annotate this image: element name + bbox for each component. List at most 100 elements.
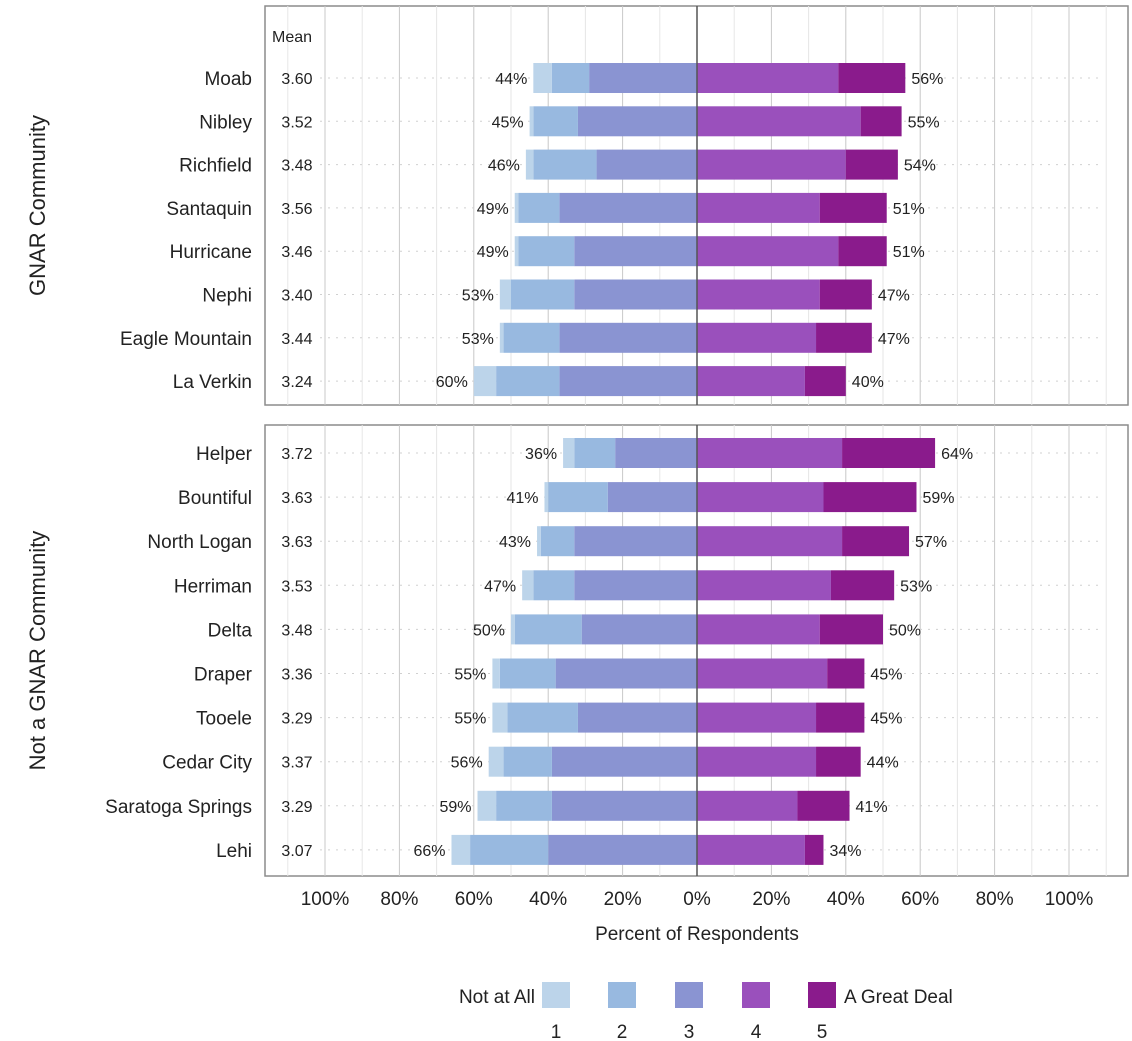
positive-percent-label: 54% bbox=[904, 158, 936, 175]
category-label: Moab bbox=[204, 69, 252, 90]
negative-percent-label: 41% bbox=[506, 490, 538, 507]
bar-segment-bountiful-level-1 bbox=[544, 482, 549, 513]
negative-percent-label: 59% bbox=[439, 799, 471, 816]
bar-segment-north-logan-level-4 bbox=[697, 526, 843, 557]
x-tick-label: 60% bbox=[901, 889, 939, 910]
negative-percent-label: 45% bbox=[492, 114, 524, 131]
bar-segment-la-verkin-level-3 bbox=[559, 366, 697, 397]
bar-segment-richfield-level-5 bbox=[845, 149, 898, 180]
bar-segment-draper-level-4 bbox=[697, 658, 828, 689]
bar-segment-eagle-mountain-level-3 bbox=[559, 322, 697, 353]
legend-level-label: 5 bbox=[817, 1022, 828, 1041]
bar-segment-nibley-level-4 bbox=[697, 106, 861, 137]
positive-percent-label: 53% bbox=[900, 578, 932, 595]
legend-swatch-3 bbox=[675, 982, 703, 1008]
positive-percent-label: 41% bbox=[856, 799, 888, 816]
bar-segment-hurricane-level-2 bbox=[518, 236, 575, 267]
legend-right-label: A Great Deal bbox=[844, 987, 953, 1008]
bar-segment-hurricane-level-4 bbox=[697, 236, 839, 267]
negative-percent-label: 66% bbox=[413, 843, 445, 860]
bar-segment-richfield-level-1 bbox=[525, 149, 534, 180]
bar-segment-draper-level-2 bbox=[499, 658, 556, 689]
mean-value: 3.37 bbox=[281, 755, 312, 772]
mean-value: 3.36 bbox=[281, 667, 312, 684]
positive-percent-label: 34% bbox=[829, 843, 861, 860]
bar-segment-bountiful-level-4 bbox=[697, 482, 824, 513]
category-label: Hurricane bbox=[170, 242, 252, 263]
bar-segment-hurricane-level-5 bbox=[838, 236, 887, 267]
positive-percent-label: 51% bbox=[893, 201, 925, 218]
bar-segment-north-logan-level-5 bbox=[842, 526, 910, 557]
negative-percent-label: 36% bbox=[525, 446, 557, 463]
positive-percent-label: 40% bbox=[852, 374, 884, 391]
x-tick-label: 100% bbox=[301, 889, 350, 910]
negative-percent-label: 47% bbox=[484, 578, 516, 595]
positive-percent-label: 47% bbox=[878, 288, 910, 305]
x-axis-title: Percent of Respondents bbox=[595, 924, 799, 945]
bar-segment-helper-level-2 bbox=[574, 438, 616, 468]
x-tick-label: 0% bbox=[683, 889, 711, 910]
bar-segment-tooele-level-5 bbox=[816, 702, 865, 733]
positive-percent-label: 47% bbox=[878, 331, 910, 348]
category-label: La Verkin bbox=[173, 372, 252, 393]
mean-value: 3.52 bbox=[281, 114, 312, 131]
bar-segment-moab-level-2 bbox=[551, 63, 590, 93]
bar-segment-nephi-level-2 bbox=[511, 279, 575, 310]
category-label: Nephi bbox=[202, 286, 252, 307]
bar-segment-helper-level-3 bbox=[615, 438, 697, 468]
x-tick-label: 40% bbox=[529, 889, 567, 910]
category-label: Delta bbox=[208, 620, 253, 641]
legend-level-label: 1 bbox=[551, 1022, 562, 1041]
bar-segment-north-logan-level-1 bbox=[537, 526, 541, 557]
bar-segment-nibley-level-5 bbox=[860, 106, 902, 137]
negative-percent-label: 43% bbox=[499, 534, 531, 551]
bar-segment-delta-level-2 bbox=[514, 614, 582, 645]
bar-segment-eagle-mountain-level-5 bbox=[816, 322, 872, 353]
negative-percent-label: 55% bbox=[454, 667, 486, 684]
category-label: Lehi bbox=[216, 841, 252, 862]
x-tick-label: 20% bbox=[752, 889, 790, 910]
positive-percent-label: 50% bbox=[889, 622, 921, 639]
bar-segment-north-logan-level-3 bbox=[574, 526, 697, 557]
negative-percent-label: 56% bbox=[451, 755, 483, 772]
mean-header: Mean bbox=[272, 29, 312, 46]
bar-segment-richfield-level-2 bbox=[533, 149, 597, 180]
bar-segment-lehi-level-3 bbox=[548, 834, 697, 865]
bar-segment-santaquin-level-2 bbox=[518, 192, 560, 223]
bar-segment-moab-level-3 bbox=[589, 63, 697, 93]
mean-value: 3.53 bbox=[281, 578, 312, 595]
bar-segment-herriman-level-3 bbox=[574, 570, 697, 601]
bar-segment-santaquin-level-4 bbox=[697, 192, 820, 223]
x-tick-label: 80% bbox=[976, 889, 1014, 910]
bar-segment-draper-level-3 bbox=[555, 658, 697, 689]
x-tick-label: 20% bbox=[604, 889, 642, 910]
bar-segment-delta-level-1 bbox=[511, 614, 515, 645]
bar-segment-la-verkin-level-4 bbox=[697, 366, 805, 397]
bar-segment-eagle-mountain-level-2 bbox=[503, 322, 560, 353]
bar-segment-lehi-level-1 bbox=[451, 834, 471, 865]
bar-segment-herriman-level-2 bbox=[533, 570, 575, 601]
bar-segment-bountiful-level-5 bbox=[823, 482, 917, 513]
mean-value: 3.46 bbox=[281, 244, 312, 261]
mean-value: 3.72 bbox=[281, 446, 312, 463]
positive-percent-label: 56% bbox=[911, 71, 943, 88]
bar-segment-richfield-level-3 bbox=[596, 149, 697, 180]
bar-segment-cedar-city-level-5 bbox=[816, 746, 861, 777]
mean-value: 3.56 bbox=[281, 201, 312, 218]
mean-value: 3.48 bbox=[281, 158, 312, 175]
bar-segment-nephi-level-1 bbox=[499, 279, 511, 310]
bar-segment-tooele-level-3 bbox=[577, 702, 697, 733]
legend-level-label: 4 bbox=[751, 1022, 762, 1041]
bar-segment-bountiful-level-3 bbox=[607, 482, 697, 513]
bar-segment-saratoga-springs-level-3 bbox=[551, 790, 697, 821]
bar-segment-hurricane-level-1 bbox=[514, 236, 519, 267]
panel-title: GNAR Community bbox=[25, 115, 50, 296]
positive-percent-label: 55% bbox=[908, 114, 940, 131]
bar-segment-draper-level-1 bbox=[492, 658, 500, 689]
x-tick-label: 60% bbox=[455, 889, 493, 910]
category-label: Tooele bbox=[196, 709, 252, 730]
bar-segment-herriman-level-5 bbox=[830, 570, 895, 601]
bar-segment-helper-level-4 bbox=[697, 438, 843, 468]
negative-percent-label: 50% bbox=[473, 622, 505, 639]
